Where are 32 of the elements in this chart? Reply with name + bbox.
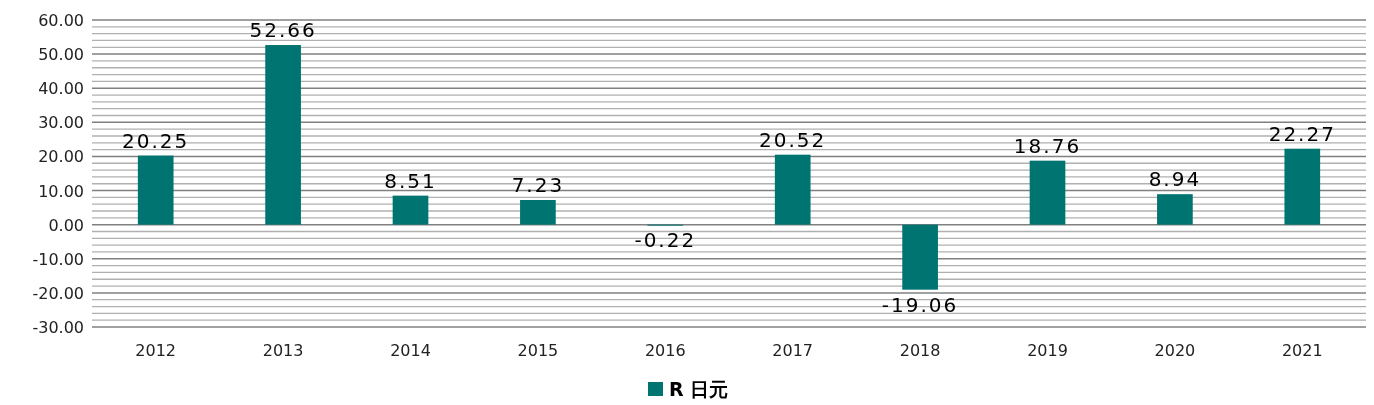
data-label: 8.51	[384, 168, 437, 193]
x-tick-label: 2018	[899, 341, 941, 360]
y-tick-label: 10.00	[38, 181, 84, 201]
x-tick-label: 2019	[1027, 341, 1068, 360]
x-tick-label: 2014	[390, 341, 431, 360]
y-tick-label: -20.00	[32, 283, 84, 303]
data-label: 18.76	[1013, 133, 1082, 158]
y-tick-label: 30.00	[38, 113, 84, 133]
y-tick-label: 50.00	[38, 45, 84, 65]
legend: R 日元	[648, 378, 729, 400]
x-tick-label: 2017	[772, 341, 814, 360]
y-tick-label: -30.00	[32, 318, 84, 337]
data-label: 20.25	[122, 128, 190, 153]
x-tick-label: 2012	[135, 341, 177, 360]
x-tick-label: 2015	[517, 341, 559, 360]
data-label: 8.94	[1148, 167, 1202, 192]
data-label: 7.23	[511, 173, 565, 197]
x-tick-label: 2016	[644, 341, 686, 360]
data-label: -19.06	[881, 292, 959, 317]
x-tick-label: 2020	[1154, 341, 1196, 360]
data-label: 52.66	[249, 18, 317, 43]
y-tick-label: 0.00	[48, 215, 84, 235]
y-tick-label: 40.00	[38, 79, 84, 99]
y-tick-label: 20.00	[38, 147, 84, 167]
x-tick-label: 2013	[262, 341, 304, 360]
x-tick-label: 2021	[1281, 341, 1323, 360]
legend-label: R 日元	[669, 378, 729, 400]
data-label: 22.27	[1268, 121, 1336, 146]
data-label: -0.22	[634, 228, 697, 253]
y-tick-label: 60.00	[38, 11, 84, 30]
y-tick-label: -10.00	[32, 249, 84, 269]
data-label: 20.52	[759, 127, 827, 152]
